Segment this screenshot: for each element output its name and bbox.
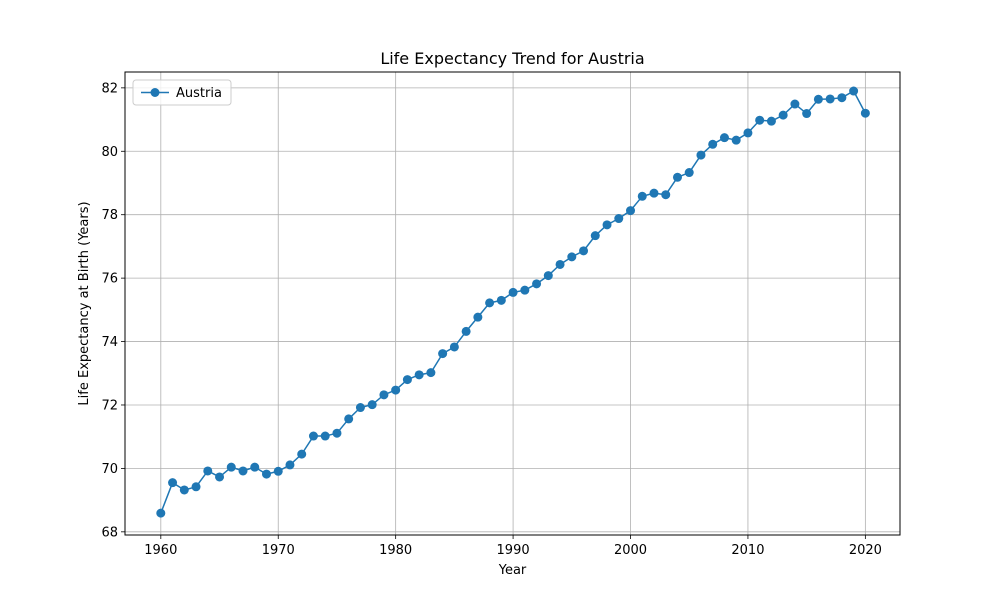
- data-point: [473, 312, 483, 322]
- plot-frame: [124, 71, 901, 536]
- series: [156, 86, 870, 518]
- data-point: [438, 349, 448, 359]
- data-point: [332, 428, 342, 438]
- data-point: [567, 252, 577, 262]
- ticks: 1960 1970 1980 1990 2000 2010 2020 68 70 72 74 76 78…: [101, 81, 881, 558]
- data-point: [778, 110, 788, 120]
- data-point: [555, 259, 565, 269]
- data-point: [849, 86, 859, 96]
- data-point: [543, 271, 553, 281]
- data-point: [649, 188, 659, 198]
- data-point: [191, 482, 201, 492]
- data-point: [496, 295, 506, 305]
- y-tick-label: 68: [101, 525, 118, 540]
- y-axis-label: Life Expectancy at Birth (Years): [77, 201, 92, 405]
- data-point: [743, 128, 753, 138]
- x-tick-label: 2020: [849, 543, 882, 558]
- x-tick-label: 2000: [614, 543, 647, 558]
- data-point: [696, 150, 706, 160]
- data-point: [825, 94, 835, 104]
- data-point: [579, 246, 589, 256]
- data-point: [672, 172, 682, 182]
- data-point: [520, 285, 530, 295]
- data-point: [320, 431, 330, 441]
- y-tick-label: 80: [101, 145, 118, 160]
- y-tick-label: 74: [101, 335, 118, 350]
- data-point: [402, 375, 412, 385]
- x-tick-label: 1990: [497, 543, 530, 558]
- x-tick-label: 2010: [731, 543, 764, 558]
- data-point: [391, 385, 401, 395]
- y-tick-label: 72: [101, 398, 118, 413]
- data-point: [273, 466, 283, 476]
- data-point: [508, 287, 518, 297]
- data-point: [719, 133, 729, 143]
- data-point: [203, 466, 213, 476]
- data-point: [485, 298, 495, 308]
- y-tick-label: 76: [101, 272, 118, 287]
- data-point: [414, 370, 424, 380]
- chart-title: Life Expectancy Trend for Austria: [380, 49, 644, 68]
- data-point: [755, 115, 765, 125]
- legend-box: [132, 79, 232, 106]
- x-tick-label: 1970: [262, 543, 295, 558]
- data-point: [461, 326, 471, 336]
- legend: Austria: [132, 79, 232, 106]
- data-point: [837, 93, 847, 103]
- y-tick-label: 70: [101, 462, 118, 477]
- x-tick-label: 1960: [144, 543, 177, 558]
- data-point: [449, 342, 459, 352]
- data-point: [379, 390, 389, 400]
- data-point: [532, 279, 542, 289]
- x-axis-label: Year: [498, 563, 527, 578]
- data-point: [602, 220, 612, 230]
- data-point: [813, 94, 823, 104]
- data-point: [250, 462, 260, 472]
- data-point: [344, 414, 354, 424]
- legend-marker-swatch: [150, 88, 160, 97]
- data-point: [426, 368, 436, 378]
- x-tick-label: 1980: [379, 543, 412, 558]
- data-point: [708, 139, 718, 149]
- data-point: [766, 116, 776, 126]
- data-point: [790, 99, 800, 109]
- data-point: [860, 108, 870, 118]
- data-point: [156, 508, 166, 518]
- legend-entry-austria: Austria: [176, 86, 222, 101]
- y-tick-label: 82: [101, 81, 118, 96]
- data-point: [297, 449, 307, 459]
- data-point: [590, 231, 600, 241]
- data-point: [684, 168, 694, 178]
- data-point: [614, 214, 624, 224]
- data-point: [802, 109, 812, 119]
- y-tick-label: 78: [101, 208, 118, 223]
- data-point: [355, 403, 365, 413]
- data-point: [308, 431, 318, 441]
- data-point: [367, 400, 377, 410]
- series-0: [156, 86, 870, 518]
- data-point: [215, 472, 225, 482]
- data-point: [262, 469, 271, 479]
- data-point: [626, 206, 636, 216]
- data-point: [661, 190, 671, 200]
- data-point: [285, 460, 295, 470]
- data-point: [238, 466, 248, 476]
- data-point: [179, 485, 189, 495]
- data-point: [226, 462, 236, 472]
- data-point: [731, 135, 741, 145]
- data-point: [168, 478, 178, 488]
- data-point: [637, 191, 647, 201]
